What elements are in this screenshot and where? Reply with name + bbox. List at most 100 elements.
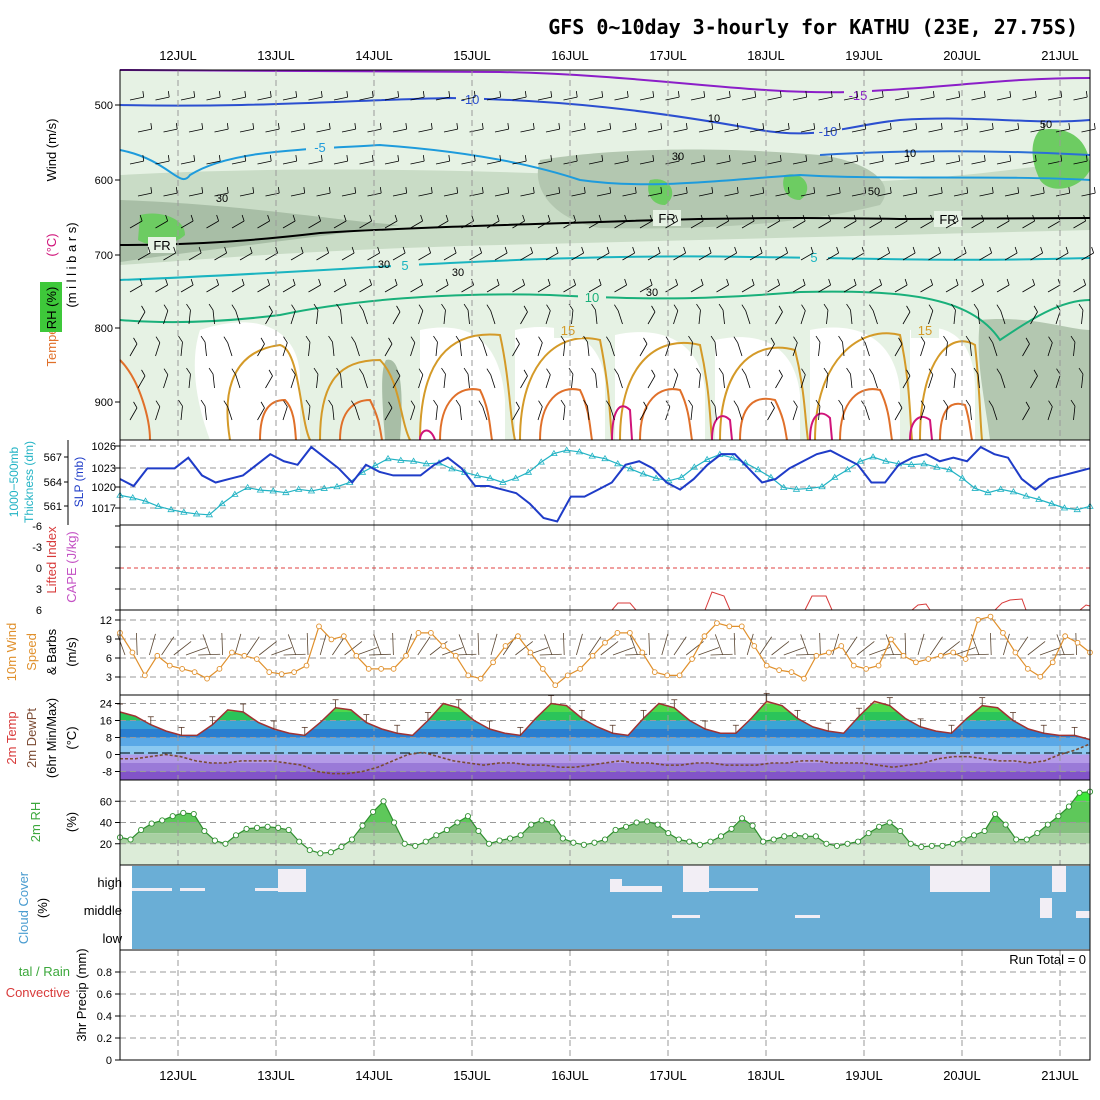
wind-barb-flag	[523, 305, 528, 313]
wind-barb-flag	[963, 246, 967, 254]
wind-barb	[920, 342, 926, 357]
wind-barb-flag	[486, 368, 492, 375]
wind-barb-flag	[573, 214, 577, 222]
tick-label: 567	[44, 452, 62, 464]
rh-marker	[918, 843, 925, 850]
wind-speed-marker	[975, 616, 981, 623]
wind-barb-flag	[710, 335, 716, 343]
wind-barb-flag	[988, 336, 994, 343]
label-wind-unit: (m/s)	[64, 637, 79, 667]
wind-barb	[1073, 284, 1086, 293]
wind-barb	[571, 252, 584, 261]
cloud-gap	[795, 915, 820, 918]
wind-barb-flag	[515, 401, 520, 409]
wind-barb-flag	[1078, 303, 1084, 311]
wind-barb	[716, 284, 729, 293]
wind-barb	[698, 192, 713, 197]
contour-label-bg	[911, 322, 939, 338]
wind-barb	[767, 343, 775, 357]
wind-barb	[482, 406, 488, 421]
thickness-marker	[499, 478, 507, 485]
wind-barb	[332, 406, 335, 421]
wind-barb-flag	[728, 91, 731, 98]
thickness-marker	[984, 488, 992, 496]
thickness-marker	[601, 454, 609, 462]
wind-barb-flag	[801, 304, 806, 311]
wind-barb-flag	[175, 187, 178, 194]
wind-barb-flag	[133, 401, 138, 409]
pressure-axis: 500 600 700 800 900	[95, 100, 120, 409]
rh-marker	[686, 838, 693, 845]
thickness-marker	[524, 468, 533, 475]
wind-barb	[435, 342, 438, 357]
contour-label-bg	[653, 210, 681, 226]
wind-barb-flag	[175, 123, 178, 130]
wind-speed-marker	[639, 649, 646, 656]
thickness-marker	[703, 455, 711, 462]
wind-barb-flag	[958, 155, 961, 162]
tick-label: 3	[36, 584, 42, 596]
wind-barb	[204, 342, 207, 357]
wind-barb-flag	[507, 123, 510, 130]
wind-barb	[609, 342, 615, 357]
wind-barb-flag	[624, 278, 628, 286]
rh-marker	[591, 839, 598, 846]
thickness-marker	[920, 460, 928, 467]
wind-barb-flag	[708, 246, 712, 254]
wind-barb-flag	[320, 155, 323, 162]
wind-barb	[971, 160, 986, 165]
wind-barb	[595, 374, 598, 389]
wind-barb	[622, 128, 637, 133]
wind-barb-flag	[397, 155, 400, 162]
wind-barb-flag	[1032, 278, 1036, 286]
cloud-level-labels: high middle low	[84, 875, 123, 946]
wind-barb	[129, 407, 138, 421]
wind-barb-flag	[532, 187, 535, 194]
wind-barb	[265, 311, 273, 325]
wind-barb	[212, 310, 215, 325]
wind-barb-flag	[583, 123, 586, 130]
date-label-top: 13JUL	[257, 48, 295, 63]
wind-barb-flag	[779, 155, 782, 162]
wind-barb-flag	[354, 123, 357, 130]
wind-barb-flag	[433, 399, 438, 407]
rh-marker	[770, 836, 777, 843]
thickness-marker	[933, 463, 941, 470]
rh-marker	[433, 832, 440, 839]
wind-barb-flag	[369, 278, 373, 286]
li-trace	[1079, 604, 1091, 611]
wind-barb	[1030, 192, 1045, 197]
wind-barb	[486, 220, 500, 229]
wind-barb-flag	[904, 278, 908, 286]
wind-barb	[588, 220, 602, 229]
wind-barb	[467, 374, 470, 389]
wind-barb	[767, 407, 775, 421]
wind-barb-flag	[1042, 123, 1045, 130]
rh-marker	[327, 849, 334, 856]
wind-barb	[257, 407, 265, 421]
wind-barb	[316, 374, 319, 389]
surface-wind-barb	[885, 634, 894, 656]
wind-barb	[690, 220, 704, 229]
cloud-gap	[622, 886, 662, 892]
wind-barb-flag	[838, 335, 843, 343]
wind-barb	[622, 192, 637, 197]
surface-wind-barb	[117, 634, 126, 656]
wind-speed-marker	[888, 636, 894, 643]
wind-barb-flag	[1060, 91, 1063, 98]
wind-barb-flag	[193, 155, 196, 162]
li-trace	[804, 595, 833, 611]
wind-barb-flag	[838, 399, 843, 407]
thickness-marker	[320, 484, 328, 491]
wind-barb	[490, 374, 496, 389]
wind-barb	[214, 192, 229, 197]
wind-barb-flag	[906, 305, 911, 313]
wind-barb-flag	[958, 91, 961, 98]
wind-barb-flag	[267, 278, 271, 286]
wind-barb-flag	[499, 91, 502, 98]
wind-barb-flag	[823, 303, 829, 311]
wind-speed-marker	[229, 649, 235, 656]
wind-barb	[953, 128, 968, 133]
wind-speed-marker	[291, 669, 297, 675]
contour-label: 10	[585, 290, 599, 305]
